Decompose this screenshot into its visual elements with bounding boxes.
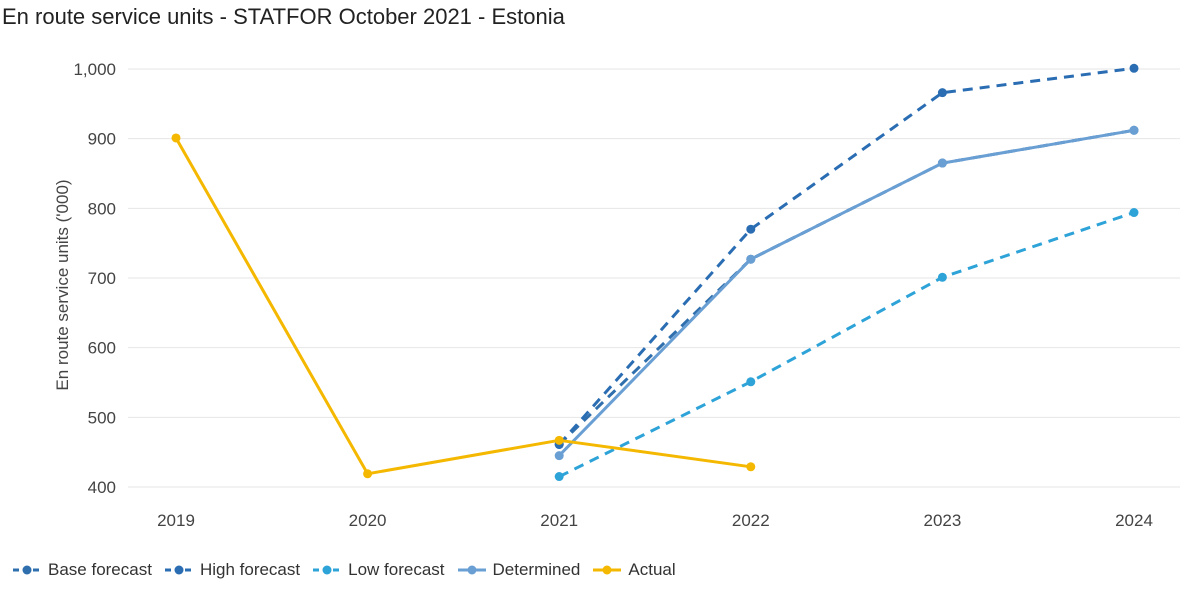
series-line-low-forecast xyxy=(558,211,1135,478)
y-tick-label: 500 xyxy=(88,408,116,427)
data-point xyxy=(937,272,947,282)
data-point xyxy=(1129,63,1139,73)
series-line-high-forecast xyxy=(558,66,1135,446)
y-tick-label: 800 xyxy=(88,199,116,218)
data-point xyxy=(746,254,756,264)
legend-label: Actual xyxy=(628,560,676,579)
y-tick-label: 600 xyxy=(88,339,116,358)
x-tick-label: 2024 xyxy=(1115,511,1153,530)
legend-swatch-icon xyxy=(164,565,193,575)
y-tick-label: 400 xyxy=(88,478,116,497)
data-point xyxy=(171,133,181,143)
x-tick-label: 2019 xyxy=(157,511,195,530)
data-point xyxy=(554,435,564,445)
chart-legend: Base forecast High forecast Low forecast De… xyxy=(12,560,676,580)
legend-swatch-icon xyxy=(593,565,622,575)
legend-item: Actual xyxy=(592,560,676,580)
legend-item: Base forecast xyxy=(12,560,152,580)
y-axis-label: En route service units ('000) xyxy=(53,179,72,390)
legend-swatch-icon xyxy=(457,565,486,575)
data-point xyxy=(746,462,756,472)
x-tick-label: 2020 xyxy=(349,511,387,530)
x-tick-label: 2023 xyxy=(923,511,961,530)
legend-swatch-icon xyxy=(13,565,41,575)
x-tick-label: 2022 xyxy=(732,511,770,530)
data-point xyxy=(554,472,564,482)
data-point xyxy=(554,451,564,461)
legend-label: Base forecast xyxy=(48,560,152,579)
legend-label: Determined xyxy=(492,560,581,579)
legend-label: Low forecast xyxy=(348,560,445,579)
series-line-actual xyxy=(174,137,752,476)
data-point xyxy=(937,88,947,98)
legend-item: High forecast xyxy=(164,560,300,580)
series-line-determined xyxy=(558,128,1135,457)
data-point xyxy=(363,469,373,479)
y-tick-label: 900 xyxy=(88,130,116,149)
y-tick-label: 700 xyxy=(88,269,116,288)
data-point xyxy=(746,224,756,234)
x-tick-label: 2021 xyxy=(540,511,578,530)
legend-item: Determined xyxy=(457,560,581,580)
data-point xyxy=(937,158,947,168)
legend-swatch-icon xyxy=(313,565,342,575)
data-point xyxy=(1129,208,1139,218)
data-point xyxy=(746,377,756,387)
series-line-base-forecast xyxy=(558,128,1135,446)
legend-label: High forecast xyxy=(199,560,301,579)
y-tick-label: 1,000 xyxy=(73,60,116,79)
chart-title: En route service units - STATFOR October… xyxy=(2,4,565,29)
data-point xyxy=(1129,125,1139,135)
legend-item: Low forecast xyxy=(312,560,445,580)
